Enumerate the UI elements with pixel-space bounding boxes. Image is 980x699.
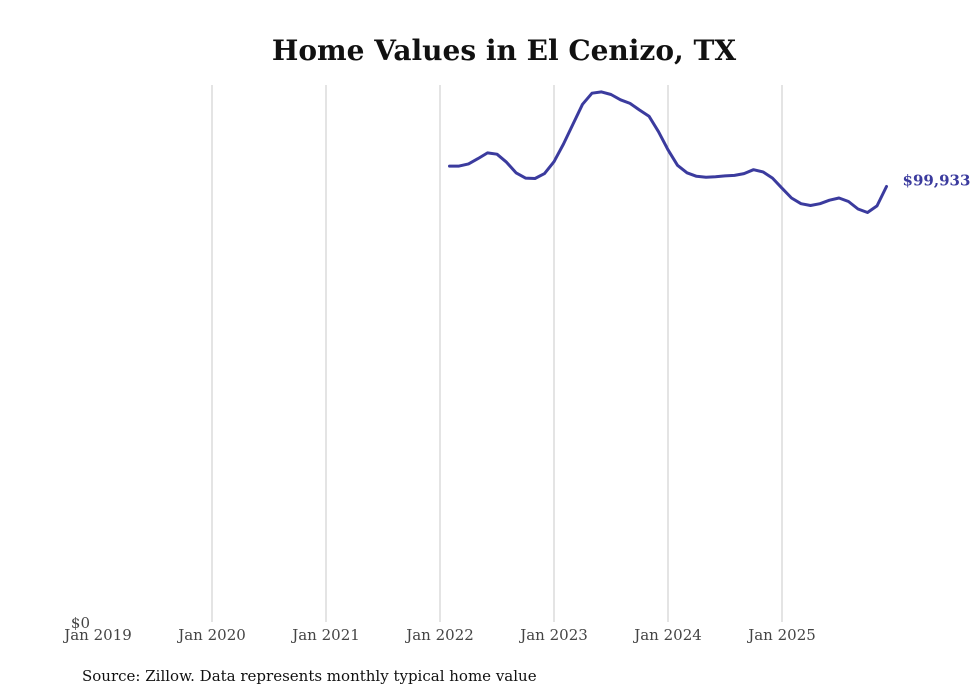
x-tick-label: Jan 2024	[632, 626, 702, 644]
end-value-label: $99,933	[903, 171, 971, 189]
gridlines	[211, 85, 783, 622]
x-tick-label: Jan 2019	[62, 626, 132, 644]
x-tick-label: Jan 2020	[176, 626, 246, 644]
x-axis: Jan 2019 Jan 2020 Jan 2021 Jan 2022 Jan 2023…	[62, 626, 816, 644]
y-axis: $0	[71, 614, 90, 632]
x-tick-label: Jan 2023	[518, 626, 588, 644]
x-tick-label: Jan 2025	[746, 626, 816, 644]
x-tick-label: Jan 2021	[290, 626, 360, 644]
source-note: Source: Zillow. Data represents monthly …	[82, 667, 537, 685]
x-tick-label: Jan 2022	[404, 626, 474, 644]
series-line	[448, 90, 888, 214]
chart-title: Home Values in El Cenizo, TX	[272, 34, 736, 67]
series-layer: $99,933	[448, 90, 971, 214]
y-tick-label: $0	[71, 614, 90, 632]
